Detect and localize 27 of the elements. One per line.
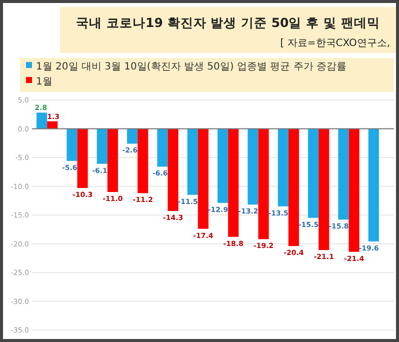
bar [228,128,239,237]
bar [168,128,178,211]
bar [127,128,138,144]
bar [138,128,148,194]
bar [348,128,360,252]
bar [278,128,288,206]
legend-label: 1월 20일 대비 3월 10일(확진자 발생 50일) 업종별 평균 주가 증감률 [36,62,346,72]
bar [96,128,108,164]
bar [157,128,168,167]
text: [ 자료=한국CXO연구소, [280,38,390,49]
bar [338,128,349,220]
bar [198,128,208,229]
bar [258,128,269,240]
bar [308,128,319,218]
bar [47,121,58,129]
bar [248,128,258,205]
legend-label: 1월 [36,76,52,88]
bar [77,128,88,188]
bar [36,112,48,129]
bar [66,128,78,161]
bar [318,128,330,250]
bar [187,128,198,195]
chart-title: 국내 코로나19 확진자 발생 기준 50일 후 및 팬데믹 [76,15,380,30]
bar [368,128,379,242]
bar [288,128,299,246]
bar [107,128,118,192]
bar [218,128,228,203]
